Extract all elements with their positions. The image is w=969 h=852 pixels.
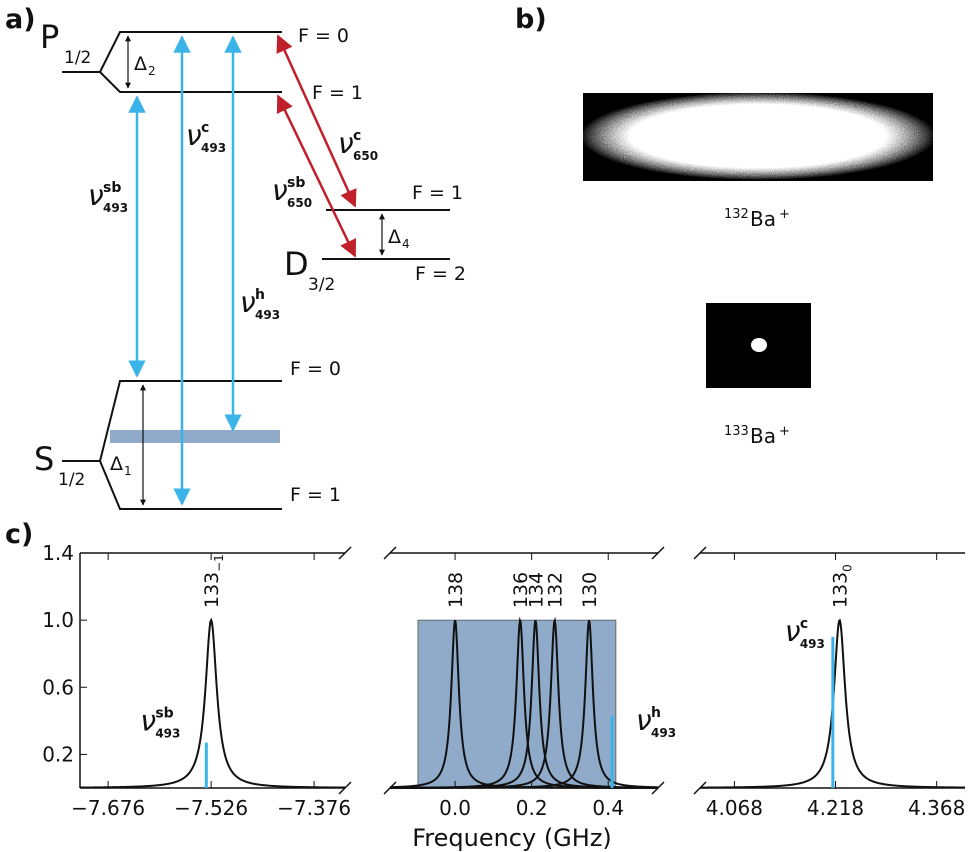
peak-label: 130 [579, 572, 601, 608]
peak-label-text: 136 [510, 572, 532, 608]
y-tick-label: 0.6 [42, 675, 74, 699]
axis-break [651, 546, 665, 560]
single-ion [751, 338, 767, 352]
peak-label: 1330 [830, 564, 855, 608]
peak-label-text: 134 [525, 572, 547, 608]
hyperfine-label: F = 0 [290, 358, 341, 380]
isotope-mass: 132 [724, 207, 749, 222]
nu-sup: c [201, 120, 209, 136]
x-tick-label: −7.376 [277, 796, 351, 820]
lorentzian-curve [80, 617, 345, 789]
splitting-sub: 1 [124, 464, 132, 478]
peak-label-text: 138 [445, 572, 467, 608]
x-tick-label: 0.2 [516, 796, 548, 820]
laser-band [110, 430, 280, 443]
subplot: −7.676 −7.526 −7.376 0.2 0.6 1.0 1.4 133−1 [42, 541, 352, 820]
splitting-symbol: Δ [110, 453, 123, 475]
peak-label-text: 133 [201, 572, 223, 608]
x-tick-label: 0.4 [592, 796, 624, 820]
x-tick-label: 4.218 [807, 796, 864, 820]
splitting-sub: 4 [402, 237, 410, 251]
peak-label: 132 [545, 572, 567, 608]
x-tick-label: −7.526 [174, 796, 248, 820]
peak-label-text: 133 [830, 572, 852, 608]
y-tick-label: 1.4 [42, 541, 74, 565]
hyperfine-label: F = 0 [298, 25, 349, 47]
red-transitions [276, 34, 357, 258]
isotope-mass: 133 [724, 424, 749, 439]
isotope-charge: + [779, 207, 790, 222]
panel-label: b) [515, 4, 547, 35]
splitting-arrows [125, 35, 385, 506]
peak-label-sub: 0 [841, 564, 855, 572]
nu-sup: sb [103, 180, 121, 196]
splitting-sub: 2 [148, 64, 156, 78]
y-tick-label: 0.2 [42, 742, 74, 766]
nu-symbol: ν [240, 286, 256, 319]
splitting-symbol: Δ [134, 53, 147, 75]
hyperfine-label: F = 1 [290, 484, 341, 506]
x-tick-label: 4.068 [706, 796, 763, 820]
level-sub: 1/2 [64, 48, 91, 68]
nu-sup: h [651, 705, 661, 721]
peak-label-sub: −1 [212, 554, 226, 572]
axis-break [693, 546, 707, 560]
level-sub: 1/2 [58, 470, 85, 490]
subplot: 4.068 4.218 4.368 1330 [693, 546, 965, 820]
level-name: P [40, 18, 59, 56]
nu-sub: 650 [353, 149, 378, 163]
panel-label: c) [5, 519, 33, 550]
level-name: S [34, 440, 54, 478]
x-tick-label: 0.0 [439, 796, 471, 820]
nu-sub: 493 [155, 727, 180, 741]
nu-sub: 493 [201, 141, 226, 155]
blue-transitions [128, 35, 242, 506]
x-axis-label: Frequency (GHz) [412, 824, 612, 852]
nu-symbol: ν [338, 127, 354, 160]
peak-label: 133−1 [201, 554, 226, 608]
isotope-charge: + [779, 424, 790, 439]
axis-break [338, 546, 352, 560]
nu-sup: sb [155, 706, 173, 722]
y-tick-label: 1.0 [42, 608, 74, 632]
hyperfine-label: F = 1 [312, 82, 363, 104]
axis-break [383, 546, 397, 560]
ion-cloud [580, 92, 936, 180]
nu-symbol: ν [785, 615, 801, 648]
peak-label: 136 [510, 572, 532, 608]
nu-sup: sb [287, 175, 305, 191]
x-tick-label: −7.676 [71, 796, 145, 820]
panel-label: a) [5, 4, 36, 35]
isotope-element: Ba [750, 207, 776, 231]
peak-label: 138 [445, 572, 467, 608]
nu-sub: 493 [103, 201, 128, 215]
nu-sub: 493 [255, 308, 280, 322]
nu-symbol: ν [140, 705, 156, 738]
nu-sub: 650 [287, 196, 312, 210]
level-sub: 3/2 [308, 275, 335, 295]
isotope-element: Ba [750, 424, 776, 448]
nu-sub: 493 [651, 726, 676, 740]
nu-symbol: ν [88, 179, 104, 212]
nu-sup: c [353, 128, 361, 144]
hyperfine-label: F = 2 [415, 263, 466, 285]
nu-symbol: ν [636, 704, 652, 737]
nu-symbol: ν [272, 174, 288, 207]
nu-symbol: ν [186, 119, 202, 152]
peak-label-text: 132 [545, 572, 567, 608]
nu-sub: 493 [800, 637, 825, 651]
nu-sup: h [255, 287, 265, 303]
splitting-symbol: Δ [388, 226, 401, 248]
nu-sup: c [800, 616, 808, 632]
x-tick-label: 4.368 [908, 796, 965, 820]
hyperfine-label: F = 1 [412, 182, 463, 204]
peak-label: 134 [525, 572, 547, 608]
peak-label-text: 130 [579, 572, 601, 608]
level-name: D [284, 245, 309, 283]
